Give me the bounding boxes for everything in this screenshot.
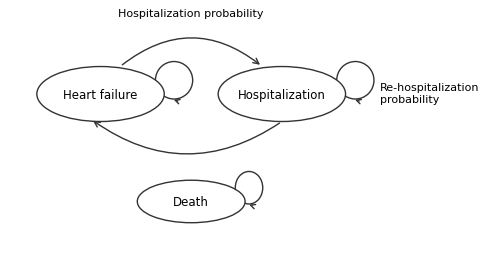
Text: Death: Death [174, 195, 209, 208]
Ellipse shape [138, 181, 245, 223]
Ellipse shape [37, 67, 164, 122]
Ellipse shape [218, 67, 346, 122]
Text: Hospitalization probability: Hospitalization probability [118, 9, 264, 19]
Text: Heart failure: Heart failure [64, 88, 138, 101]
Text: Hospitalization: Hospitalization [238, 88, 326, 101]
Text: Re-hospitalization
probability: Re-hospitalization probability [380, 83, 480, 104]
